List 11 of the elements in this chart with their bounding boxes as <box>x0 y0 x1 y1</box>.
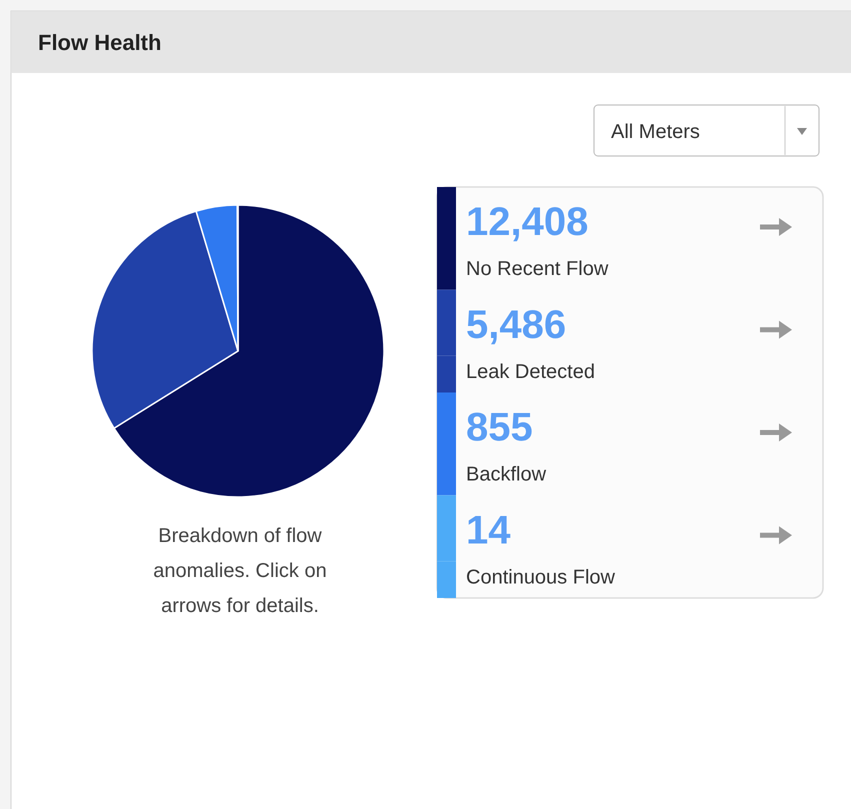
chart-title: Flow Health <box>38 30 162 55</box>
legend-label: Backflow <box>466 464 547 486</box>
data-label: 855 <box>466 406 533 450</box>
legend-label: No Recent Flow <box>466 258 609 280</box>
legend-label: Continuous Flow <box>466 566 616 588</box>
data-label: 14 <box>466 508 512 552</box>
legend-label: Leak Detected <box>466 360 595 383</box>
data-label: 12,408 <box>466 200 588 244</box>
data-label: 5,486 <box>466 302 566 347</box>
text: Breakdown of flow anomalies. Click on arrows for details. <box>153 525 327 617</box>
dropdown: All Meters <box>594 104 820 156</box>
